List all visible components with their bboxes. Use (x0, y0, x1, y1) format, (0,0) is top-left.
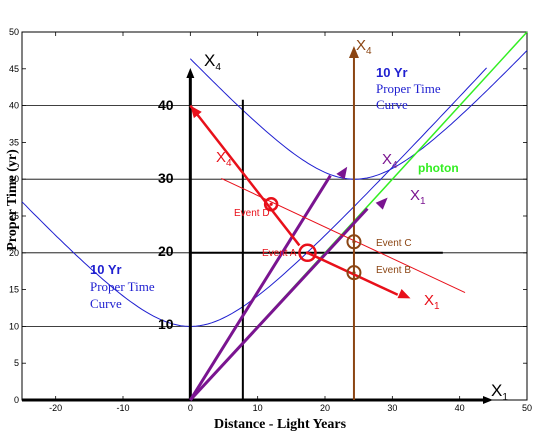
event-a-label: Event A (262, 248, 297, 259)
event-b-circle (346, 265, 362, 281)
x-tick-label: 0 (188, 403, 193, 413)
x4-brown-label-text: X (356, 37, 366, 54)
event-b-label: Event B (376, 265, 411, 276)
event-c-dot (352, 240, 356, 244)
event-c-label: Event C (376, 238, 412, 249)
curve-left-line2: Proper Time (90, 279, 155, 294)
curve-label-right: 10 Yr Proper Time Curve (376, 65, 441, 112)
x4-red-label-text: X (216, 149, 226, 166)
x4-brown-label: X4 (356, 37, 372, 57)
ytick-30: 30 (158, 170, 174, 186)
red-x4-arrowhead-icon (190, 105, 202, 119)
red-x1-arrowhead-icon (397, 289, 411, 299)
x4-main-label: X4 (204, 51, 221, 73)
frame-tick-labels: -20 -10 0 10 20 30 40 50 0 5 10 15 20 25 30 35 40 45 50 (9, 27, 532, 413)
x1-arrowhead-icon (483, 396, 493, 404)
ytick-40: 40 (158, 97, 174, 113)
red-x4-axis (189, 104, 301, 247)
x4-purple-label-text-subscript: 4 (392, 160, 398, 171)
ytick-20: 20 (158, 243, 174, 259)
curve-left-line3: Curve (90, 296, 122, 311)
y-tick-label: 0 (14, 395, 19, 405)
purple-x4-arrowhead-icon (336, 166, 348, 180)
y-tick-label: 50 (9, 27, 19, 37)
purple-x1-axis (189, 207, 369, 402)
x1-axis-label: X1 (491, 381, 508, 403)
y-axis-label: Proper Time (yr) (5, 149, 20, 251)
x1-axis-label-text: X (491, 381, 502, 400)
y-tick-label: 30 (9, 174, 19, 184)
plot-frame (21, 31, 528, 401)
curve-right-line1: 10 Yr (376, 65, 408, 80)
x1-axis-label-text-subscript: 1 (502, 392, 508, 403)
photon-label: photon (418, 161, 459, 175)
y-tick-label: 10 (9, 321, 19, 331)
y-tick-label: 45 (9, 64, 19, 74)
x-tick-label: 40 (455, 403, 465, 413)
x4-purple-label: X4 (382, 151, 398, 171)
event-c-circle (346, 234, 362, 250)
y-tick-label: 20 (9, 248, 19, 258)
x1-purple-label-text-subscript: 1 (420, 196, 426, 207)
x1-red-label: X1 (424, 292, 440, 312)
event-d-marker (263, 196, 279, 212)
x1-red-label-text-subscript: 1 (434, 301, 440, 312)
y-tick-label: 40 (9, 101, 19, 111)
event-d-dot (269, 202, 273, 206)
y-tick-label: 25 (9, 211, 19, 221)
x1-purple-label-text: X (410, 187, 420, 204)
event-a-marker (298, 243, 317, 263)
red-x1-axis (306, 251, 399, 296)
x4-purple-label-text: X (382, 151, 392, 168)
x-tick-label: 30 (387, 403, 397, 413)
x-tick-label: 50 (522, 403, 532, 413)
x1-purple-label: X1 (410, 187, 426, 207)
event-a-circle (298, 243, 317, 263)
curve-left-line1: 10 Yr (90, 262, 122, 277)
x4-red-label: X4 (216, 149, 232, 169)
x4-arrowhead-icon (186, 68, 195, 78)
event-b-marker (346, 265, 362, 281)
x1-red-label-text: X (424, 292, 434, 309)
purple-x4-axis (189, 174, 332, 401)
event-d-label: Event D (234, 208, 270, 219)
ytick-10: 10 (158, 316, 174, 332)
proper-time-curve-upper (189, 50, 528, 180)
x4-red-label-text-subscript: 4 (226, 158, 232, 169)
x4-brown-label-text-subscript: 4 (366, 46, 372, 57)
purple-x1-arrowhead-icon (375, 197, 388, 210)
event-b-dot (352, 271, 356, 275)
x4-main-label-text-subscript: 4 (215, 62, 221, 73)
curve-label-left: 10 Yr Proper Time Curve (90, 262, 155, 311)
event-c-marker (346, 234, 362, 250)
curve-right-line3: Curve (376, 97, 408, 112)
x-axis-label: Distance - Light Years (214, 417, 347, 432)
event-a-dot (305, 251, 310, 255)
x-tick-label: 10 (253, 403, 263, 413)
brown-arrowhead-icon (348, 46, 359, 58)
event-d-circle (263, 196, 279, 212)
x4-main-label-text: X (204, 51, 215, 70)
x-tick-label: -10 (116, 403, 129, 413)
curve-right-line2: Proper Time (376, 81, 441, 96)
x-tick-label: -20 (49, 403, 62, 413)
y-tick-label: 5 (14, 358, 19, 368)
y-tick-label: 35 (9, 137, 19, 147)
y-tick-label: 15 (9, 285, 19, 295)
x-tick-label: 20 (320, 403, 330, 413)
